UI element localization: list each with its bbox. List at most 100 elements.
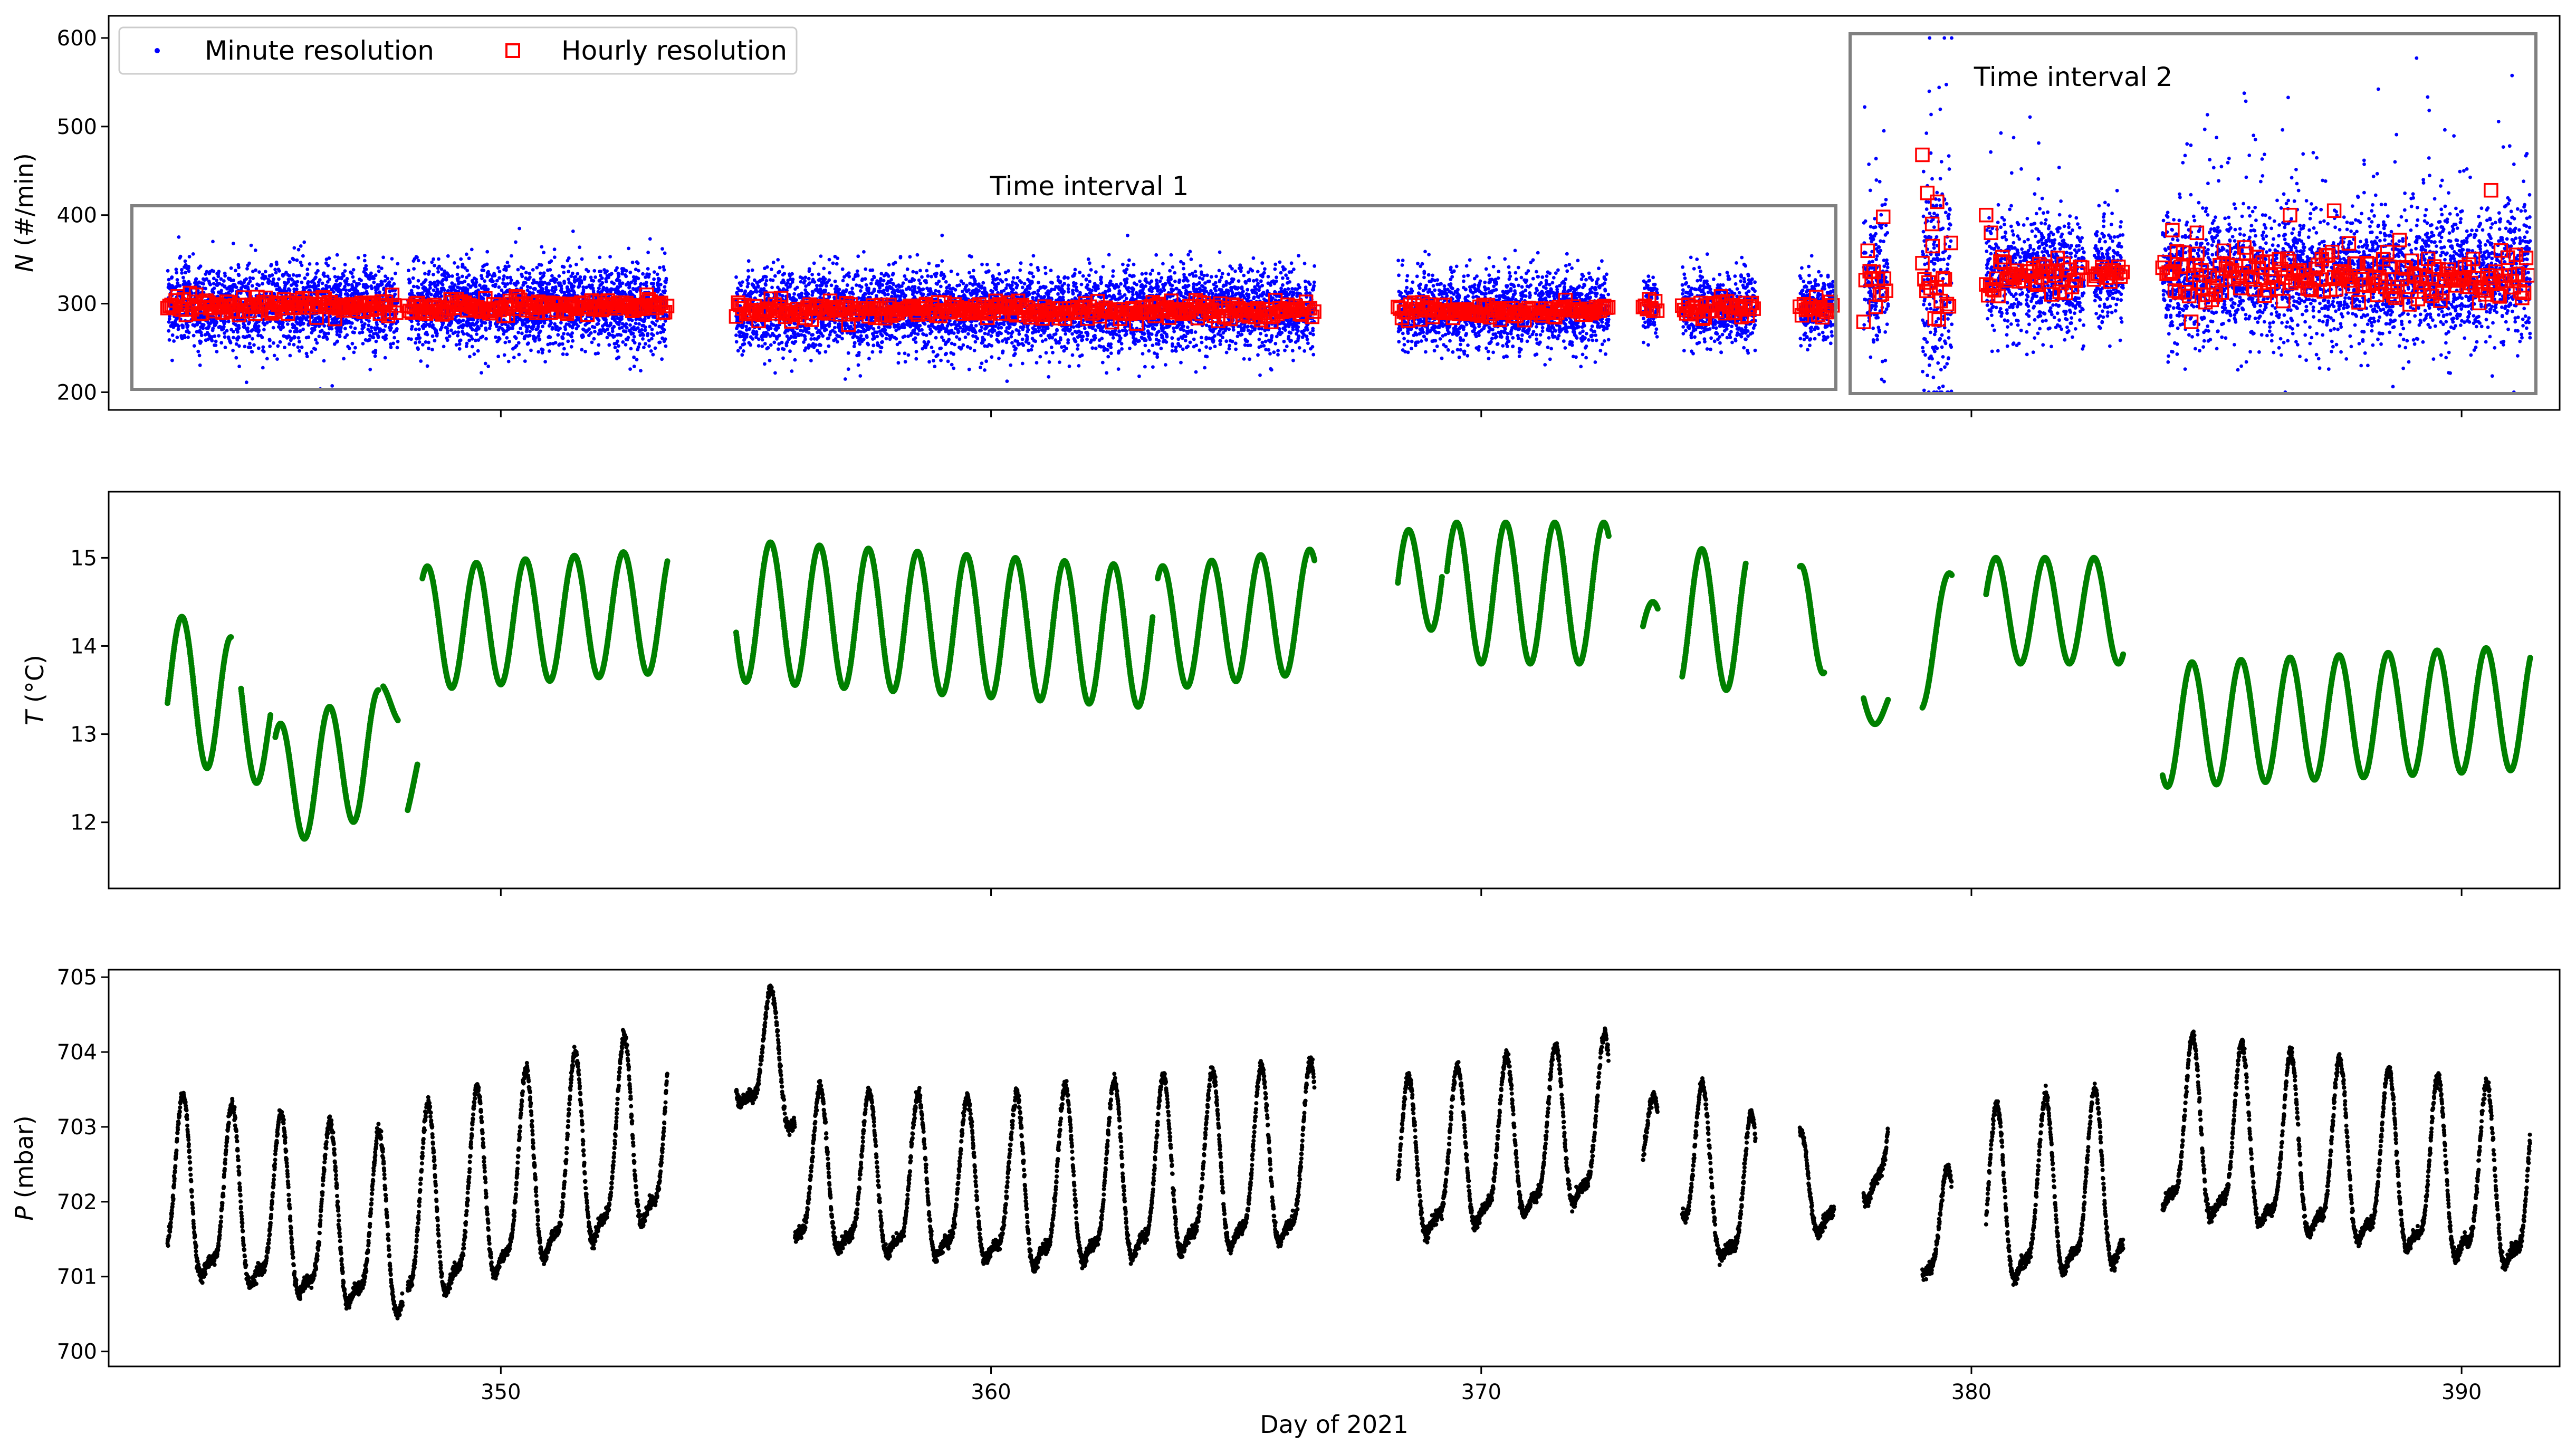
minute-point	[657, 288, 661, 292]
minute-point	[560, 289, 563, 293]
minute-point	[335, 279, 339, 283]
minute-point	[195, 330, 199, 333]
minute-point	[382, 329, 386, 332]
minute-point	[455, 343, 458, 347]
minute-point	[637, 322, 641, 326]
minute-point	[293, 324, 296, 328]
minute-point	[273, 268, 277, 272]
minute-point	[659, 331, 663, 334]
minute-point	[540, 280, 543, 284]
minute-point	[320, 329, 324, 332]
minute-point	[410, 291, 414, 295]
minute-point	[196, 321, 199, 324]
minute-point	[374, 328, 377, 332]
minute-point	[648, 237, 652, 241]
minute-point	[463, 323, 466, 327]
minute-point	[506, 261, 510, 264]
minute-point	[169, 284, 173, 288]
minute-point	[540, 245, 543, 249]
minute-point	[625, 283, 628, 286]
minute-point	[495, 324, 499, 328]
minute-point	[262, 328, 266, 332]
minute-point	[781, 357, 785, 360]
minute-point	[1194, 270, 1198, 274]
minute-point	[1290, 287, 1294, 291]
minute-point	[1272, 350, 1276, 354]
minute-point	[471, 337, 474, 341]
minute-point	[1194, 330, 1198, 334]
minute-point	[994, 288, 998, 291]
minute-point	[459, 324, 463, 328]
minute-point	[363, 259, 367, 263]
minute-point	[458, 286, 462, 290]
minute-point	[360, 320, 363, 324]
minute-point	[246, 327, 250, 330]
minute-point	[501, 281, 505, 285]
minute-point	[361, 331, 365, 334]
minute-point	[369, 276, 372, 280]
minute-point	[301, 254, 305, 258]
minute-point	[985, 263, 989, 266]
minute-point	[184, 271, 187, 274]
minute-point	[571, 339, 574, 343]
minute-point	[208, 283, 212, 286]
minute-point	[451, 274, 454, 278]
minute-point	[590, 341, 594, 345]
minute-point	[549, 279, 553, 282]
minute-point	[882, 279, 886, 283]
minute-point	[1123, 269, 1126, 273]
minute-point	[627, 286, 631, 290]
minute-point	[650, 332, 654, 336]
minute-point	[484, 321, 487, 325]
minute-point	[809, 359, 813, 362]
minute-point	[244, 278, 248, 281]
minute-point	[428, 286, 432, 290]
minute-point	[391, 342, 395, 346]
minute-point	[237, 365, 241, 368]
minute-point	[484, 328, 488, 332]
minute-point	[347, 283, 350, 286]
minute-point	[562, 347, 566, 351]
minute-point	[217, 334, 221, 338]
minute-point	[465, 253, 468, 256]
minute-point	[628, 292, 631, 295]
minute-point	[300, 346, 304, 349]
minute-point	[606, 336, 609, 340]
minute-point	[325, 336, 329, 339]
minute-point	[542, 271, 546, 275]
minute-point	[1182, 267, 1185, 271]
minute-point	[263, 323, 266, 327]
minute-point	[641, 337, 645, 341]
minute-point	[336, 253, 339, 257]
minute-point	[314, 338, 318, 342]
minute-point	[447, 323, 451, 327]
minute-point	[440, 267, 444, 271]
minute-point	[650, 328, 654, 331]
minute-point	[510, 279, 513, 282]
minute-point	[645, 272, 649, 276]
minute-point	[275, 261, 279, 264]
minute-point	[245, 267, 249, 271]
minute-point	[519, 318, 523, 322]
minute-point	[461, 275, 464, 279]
minute-point	[461, 330, 464, 333]
minute-point	[561, 265, 564, 269]
minute-point	[559, 321, 563, 324]
minute-point	[542, 251, 545, 254]
minute-point	[570, 282, 573, 286]
minute-point	[574, 275, 578, 279]
minute-point	[169, 324, 173, 328]
minute-point	[596, 318, 600, 321]
minute-point	[1117, 340, 1121, 343]
minute-point	[605, 286, 609, 290]
minute-point	[212, 276, 216, 280]
minute-point	[631, 261, 635, 264]
minute-point	[261, 282, 264, 285]
minute-point	[618, 327, 621, 330]
minute-point	[491, 284, 495, 288]
minute-point	[434, 285, 437, 289]
minute-point	[187, 266, 190, 270]
minute-point	[330, 384, 334, 388]
minute-point	[333, 275, 337, 279]
minute-point	[486, 365, 490, 368]
